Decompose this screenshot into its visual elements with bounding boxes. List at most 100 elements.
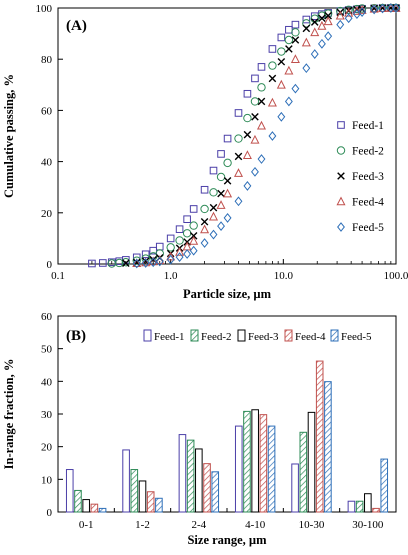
data-point-feed-4 [269,99,276,106]
data-point-feed-5 [337,21,344,29]
data-point-feed-5 [286,97,293,105]
legend-marker-feed-1 [338,122,345,129]
bars-b [66,361,387,512]
legend-label-feed-2: Feed-2 [201,331,232,343]
bar-feed-4-1-2 [147,492,154,512]
data-point-feed-2 [278,48,285,55]
x-tick-label-a: 10.0 [274,270,294,282]
bar-feed-3-30-100 [365,494,372,512]
data-point-feed-4 [285,67,292,74]
data-point-feed-4 [311,28,318,35]
bar-feed-2-1-2 [131,470,138,512]
legend-label-feed-3: Feed-3 [352,171,384,183]
data-point-feed-1 [292,21,299,28]
data-point-feed-2 [258,84,265,91]
data-point-feed-3 [244,131,251,138]
data-point-feed-5 [201,239,208,247]
y-tick-label-a: 60 [41,105,53,117]
legend-swatch-feed-4 [285,330,292,341]
data-point-feed-5 [224,214,231,222]
y-tick-label-b: 60 [41,311,53,323]
bar-feed-5-30-100 [381,459,388,512]
bar-feed-3-4-10 [252,410,259,512]
x-tick-label-b: 4-10 [245,519,266,531]
data-point-feed-5 [303,64,310,72]
data-point-feed-1 [201,186,208,193]
bar-feed-3-10-30 [308,412,315,512]
bar-feed-4-2-4 [204,464,211,512]
data-point-feed-2 [285,36,292,43]
data-point-feed-1 [100,260,107,267]
data-point-feed-3 [218,190,225,197]
legend-marker-feed-4 [337,198,344,205]
x-tick-label-a: 0.1 [51,270,65,282]
bar-feed-1-0-1 [66,470,73,512]
legend-marker-feed-2 [337,147,344,154]
data-point-feed-4 [303,39,310,46]
y-tick-label-a: 100 [36,3,53,15]
x-tick-label-b: 0-1 [79,519,94,531]
bar-group-4-10 [235,410,274,512]
data-point-feed-2 [183,230,190,237]
bar-feed-2-30-100 [356,501,363,512]
data-point-feed-2 [176,237,183,244]
data-point-feed-3 [292,37,299,44]
x-tick-label-a: 100.0 [384,270,408,282]
data-point-feed-1 [156,243,163,250]
data-point-feed-1 [252,75,259,82]
data-point-feed-1 [218,151,225,158]
bar-feed-2-4-10 [244,411,251,512]
y-tick-label-a: 40 [41,157,53,169]
data-point-feed-1 [286,26,293,33]
data-point-feed-3 [235,153,242,160]
data-point-feed-5 [319,40,326,48]
bar-group-30-100 [348,459,387,512]
data-point-feed-1 [210,167,217,174]
bar-feed-1-1-2 [123,450,130,512]
bar-feed-4-30-100 [373,508,380,512]
data-point-feed-5 [325,32,332,40]
legend-marker-feed-3 [338,173,345,180]
bar-feed-5-4-10 [268,426,275,512]
panel-label-a: (A) [66,18,87,34]
data-point-feed-2 [201,205,208,212]
bar-feed-3-2-4 [196,449,203,512]
plot-area-a [58,8,396,264]
bar-feed-1-30-100 [348,501,355,512]
data-point-feed-5 [210,230,217,238]
data-point-feed-5 [252,168,259,176]
y-axis-label-a: Cumulative passing, % [2,74,16,198]
data-point-feed-1 [167,235,174,242]
data-point-feed-3 [201,218,208,225]
data-point-feed-2 [244,114,251,121]
x-tick-label-a: 1.0 [164,270,178,282]
data-point-feed-3 [210,204,217,211]
data-point-feed-5 [278,113,285,121]
legend-swatch-feed-1 [144,330,151,341]
data-point-feed-1 [184,216,191,223]
bar-feed-5-1-2 [156,498,163,512]
legend-label-feed-5: Feed-5 [341,331,372,343]
data-point-feed-3 [286,46,293,53]
data-point-feed-5 [176,253,183,261]
data-point-feed-5 [235,197,242,205]
legend-label-feed-4: Feed-4 [352,197,384,209]
bar-feed-5-10-30 [325,382,332,512]
legend-label-feed-3: Feed-3 [248,331,279,343]
legend-marker-feed-5 [338,223,345,231]
data-point-feed-5 [269,132,276,140]
bar-group-2-4 [179,435,218,512]
bar-group-1-2 [123,450,162,512]
data-point-feed-5 [190,247,197,255]
data-point-feed-1 [190,206,197,213]
y-tick-label-b: 30 [41,409,53,421]
data-point-feed-3 [258,98,265,105]
data-point-feed-5 [292,85,299,93]
data-point-feed-4 [201,226,208,233]
bar-feed-5-0-1 [99,508,106,512]
data-point-feed-2 [269,62,276,69]
